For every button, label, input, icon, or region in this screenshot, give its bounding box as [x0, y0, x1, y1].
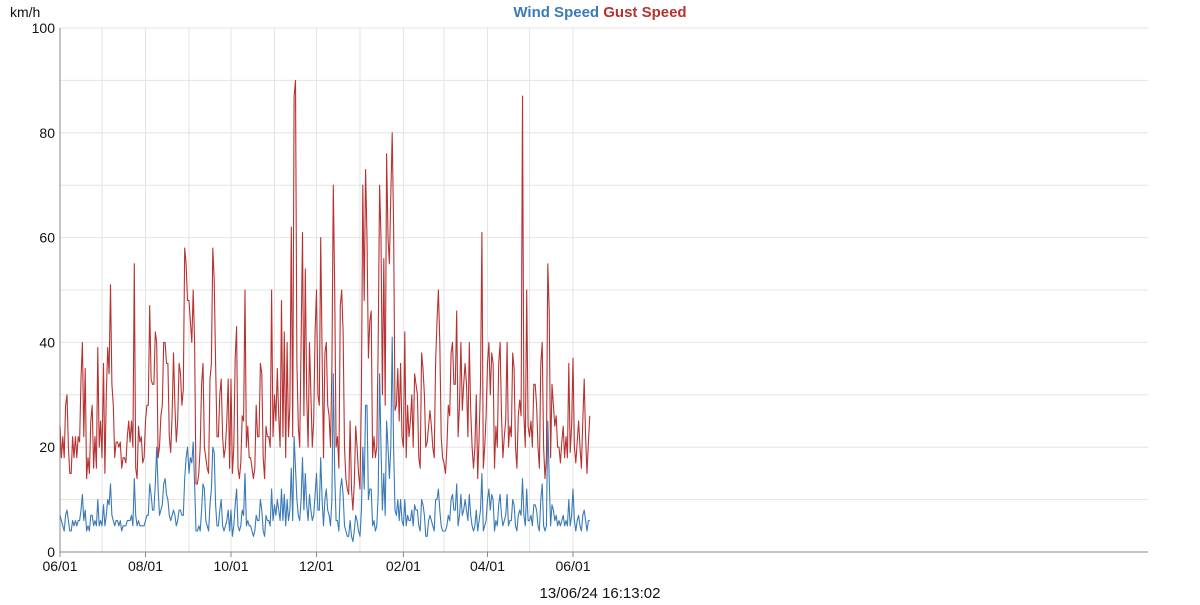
title-gust-speed: Gust Speed — [603, 4, 686, 21]
chart-title: Wind Speed Gust Speed — [513, 4, 686, 21]
title-wind-speed: Wind Speed — [513, 4, 599, 21]
x-tick-label: 10/01 — [213, 558, 248, 574]
y-tick-label: 100 — [32, 20, 56, 36]
timestamp: 13/06/24 16:13:02 — [540, 585, 661, 600]
y-tick-label: 80 — [39, 125, 55, 141]
gust-speed-line — [59, 79, 591, 511]
x-tick-label: 12/01 — [299, 558, 334, 574]
y-unit-label: km/h — [10, 4, 40, 20]
x-tick-label: 06/01 — [555, 558, 590, 574]
wind-speed-line — [59, 336, 590, 543]
x-tick-label: 08/01 — [128, 558, 163, 574]
axes: 0 20 40 60 80 100 06/01 08/01 10/01 12/01 02/01 04/… — [32, 20, 1148, 574]
x-tick-label: 02/01 — [386, 558, 421, 574]
x-tick-label: 04/01 — [470, 558, 505, 574]
y-tick-label: 20 — [39, 439, 55, 455]
x-tick-label: 06/01 — [42, 558, 77, 574]
y-tick-label: 60 — [39, 230, 55, 246]
series-lines — [59, 79, 591, 543]
y-tick-label: 0 — [47, 544, 55, 560]
grid — [60, 27, 1148, 553]
y-tick-label: 40 — [39, 334, 55, 350]
